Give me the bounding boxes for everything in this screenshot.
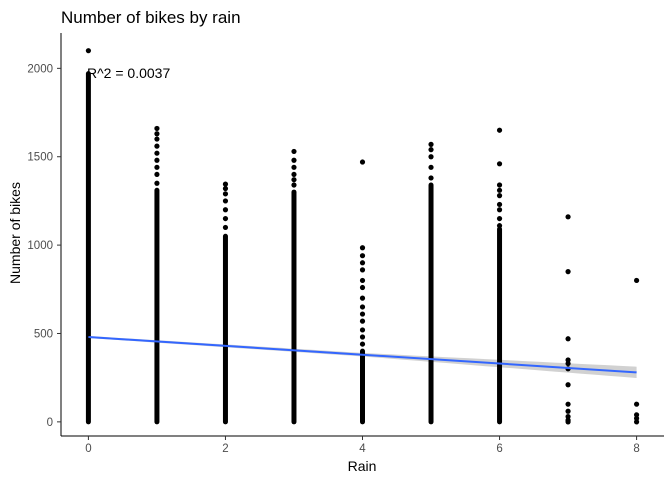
data-point	[154, 180, 160, 186]
data-point	[359, 267, 366, 273]
data-point	[496, 187, 503, 193]
data-point	[359, 159, 366, 165]
data-point	[496, 223, 503, 229]
data-point	[154, 157, 160, 163]
data-point	[633, 277, 640, 284]
data-point	[496, 161, 503, 167]
data-point	[222, 181, 229, 187]
data-point	[496, 207, 503, 213]
data-point	[359, 277, 366, 284]
x-tick-label: 2	[222, 443, 228, 455]
data-point	[222, 185, 229, 192]
data-point	[359, 253, 366, 259]
data-point	[222, 198, 229, 204]
regression-line-layer	[88, 336, 637, 374]
data-point	[222, 215, 229, 222]
data-point	[291, 182, 297, 188]
data-point	[154, 171, 160, 178]
data-point	[428, 154, 434, 160]
data-point	[222, 224, 229, 231]
data-point	[359, 295, 366, 301]
data-point	[428, 147, 434, 153]
point-column	[154, 125, 160, 425]
data-point	[565, 408, 571, 414]
point-column	[565, 214, 571, 425]
data-point	[291, 148, 297, 155]
data-point	[154, 143, 160, 149]
x-tick-label: 8	[633, 443, 639, 455]
data-point	[291, 171, 297, 178]
data-point	[359, 334, 366, 340]
ticks-layer: 0 2 4 6 8 0 500 1000 1500 2000	[27, 63, 639, 455]
regression-line	[88, 336, 637, 374]
data-point	[291, 164, 297, 170]
x-tick-label: 6	[496, 443, 502, 455]
point-column	[291, 148, 297, 425]
data-point	[154, 125, 160, 132]
data-point	[633, 401, 640, 407]
data-point	[222, 207, 229, 213]
data-point	[154, 150, 160, 156]
data-point	[565, 357, 571, 363]
data-point	[565, 413, 571, 420]
y-axis-label: Number of bikes	[7, 182, 23, 284]
data-point	[359, 245, 366, 251]
data-point	[154, 164, 160, 170]
data-point	[496, 127, 503, 133]
data-point	[359, 260, 366, 266]
data-point	[565, 382, 571, 388]
x-axis-label: Rain	[348, 458, 377, 474]
data-point	[565, 269, 571, 275]
data-point	[565, 214, 571, 220]
data-point	[359, 318, 366, 324]
r-squared-annotation: R^2 = 0.0037	[87, 65, 170, 81]
y-tick-label: 1000	[27, 240, 53, 252]
data-point	[428, 141, 434, 147]
data-point	[291, 157, 297, 163]
data-point	[154, 131, 160, 137]
point-column	[496, 127, 503, 425]
data-point	[359, 284, 366, 291]
data-point	[496, 182, 503, 188]
x-tick-label: 0	[85, 443, 91, 455]
points-layer	[85, 48, 640, 425]
data-point	[359, 341, 366, 347]
data-point	[154, 136, 160, 142]
point-column	[85, 48, 92, 425]
data-point	[633, 412, 640, 418]
data-point	[222, 191, 229, 197]
y-tick-label: 500	[34, 328, 53, 340]
data-point	[85, 48, 92, 54]
point-column	[633, 277, 640, 425]
data-point	[428, 175, 434, 181]
data-point	[359, 311, 366, 317]
data-point	[496, 193, 503, 199]
data-point	[359, 327, 366, 333]
data-point	[496, 215, 503, 222]
data-point	[496, 201, 503, 208]
data-point	[428, 164, 434, 170]
data-point	[359, 304, 366, 310]
y-tick-label: 0	[47, 417, 53, 429]
data-point	[565, 336, 571, 342]
y-tick-label: 2000	[27, 63, 53, 75]
y-tick-label: 1500	[27, 152, 53, 164]
data-point	[565, 401, 571, 407]
chart-title: Number of bikes by rain	[61, 8, 241, 27]
point-column	[222, 181, 229, 425]
point-column	[428, 141, 434, 425]
point-column	[359, 159, 366, 425]
data-point	[291, 177, 297, 183]
x-tick-label: 4	[359, 443, 366, 455]
